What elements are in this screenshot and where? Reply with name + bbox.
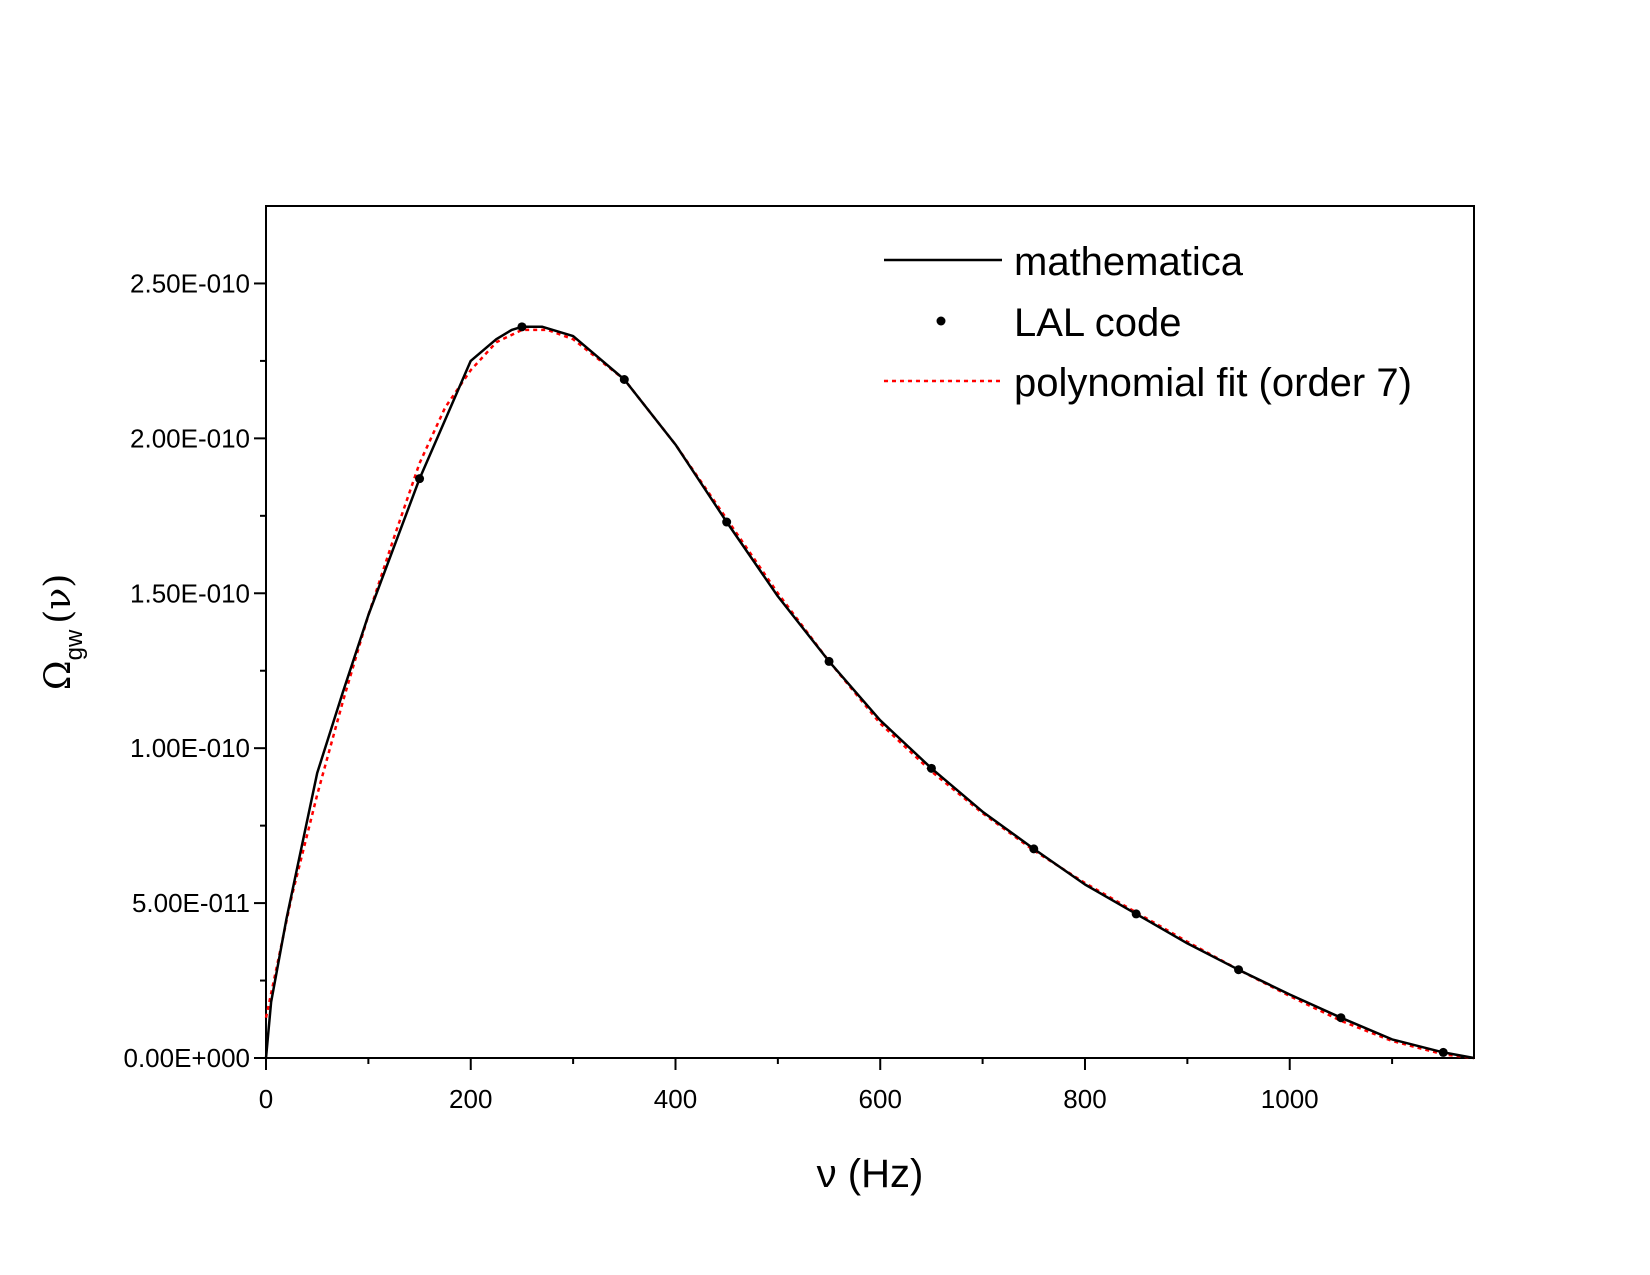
x-tick-label: 0 — [259, 1084, 273, 1114]
y-tick-label: 2.00E-010 — [130, 423, 250, 453]
series-group — [264, 322, 1475, 1060]
series-lal-code-point — [1336, 1013, 1346, 1023]
legend-label-lal-code: LAL code — [1014, 301, 1182, 345]
x-axis-title: ν (Hz) — [817, 1152, 924, 1196]
series-lal-code-point — [1029, 844, 1039, 854]
legend-label-mathematica: mathematica — [1014, 240, 1244, 284]
x-tick-label: 800 — [1063, 1084, 1106, 1114]
svg-text:Ωgw(ν): Ωgw (ν) — [38, 574, 88, 691]
y-axis-title: Ωgw (ν) — [38, 574, 88, 691]
series-lal-code-point — [722, 517, 732, 527]
series-polynomial-fit-line — [264, 328, 1475, 1060]
x-tick-label: 1000 — [1261, 1084, 1319, 1114]
x-tick-label: 400 — [654, 1084, 697, 1114]
y-tick-label: 1.00E-010 — [130, 733, 250, 763]
tick-group: 0 200 400 600 800 1000 0.00E+000 5.00E-011 1.00E… — [123, 268, 1394, 1114]
series-lal-code-point — [1438, 1047, 1448, 1057]
series-lal-code-point — [619, 374, 629, 384]
series-lal-code-point — [517, 322, 527, 332]
legend-label-polynomial-fit: polynomial fit (order 7) — [1014, 361, 1412, 405]
series-mathematica-line — [264, 325, 1475, 1060]
series-lal-code-point — [926, 763, 936, 773]
x-tick-label: 600 — [859, 1084, 902, 1114]
y-axis-title-main: Ω — [38, 660, 79, 690]
x-tick-label: 200 — [449, 1084, 492, 1114]
y-tick-label: 1.50E-010 — [130, 578, 250, 608]
series-lal-code-point — [1131, 909, 1141, 919]
y-axis-title-subscript: gw — [61, 629, 88, 660]
series-lal-code-point — [1234, 965, 1244, 975]
legend: mathematica LAL code polynomial fit (ord… — [884, 240, 1412, 405]
plot-frame — [265, 205, 1475, 1059]
series-lal-code-point — [824, 656, 834, 666]
y-tick-label: 0.00E+000 — [123, 1043, 250, 1073]
legend-swatch-lal-code — [936, 316, 946, 326]
y-tick-label: 2.50E-010 — [130, 268, 250, 298]
y-tick-label: 5.00E-011 — [132, 888, 250, 918]
series-lal-code-point — [415, 474, 425, 484]
y-axis-title-suffix: (ν) — [38, 574, 79, 624]
